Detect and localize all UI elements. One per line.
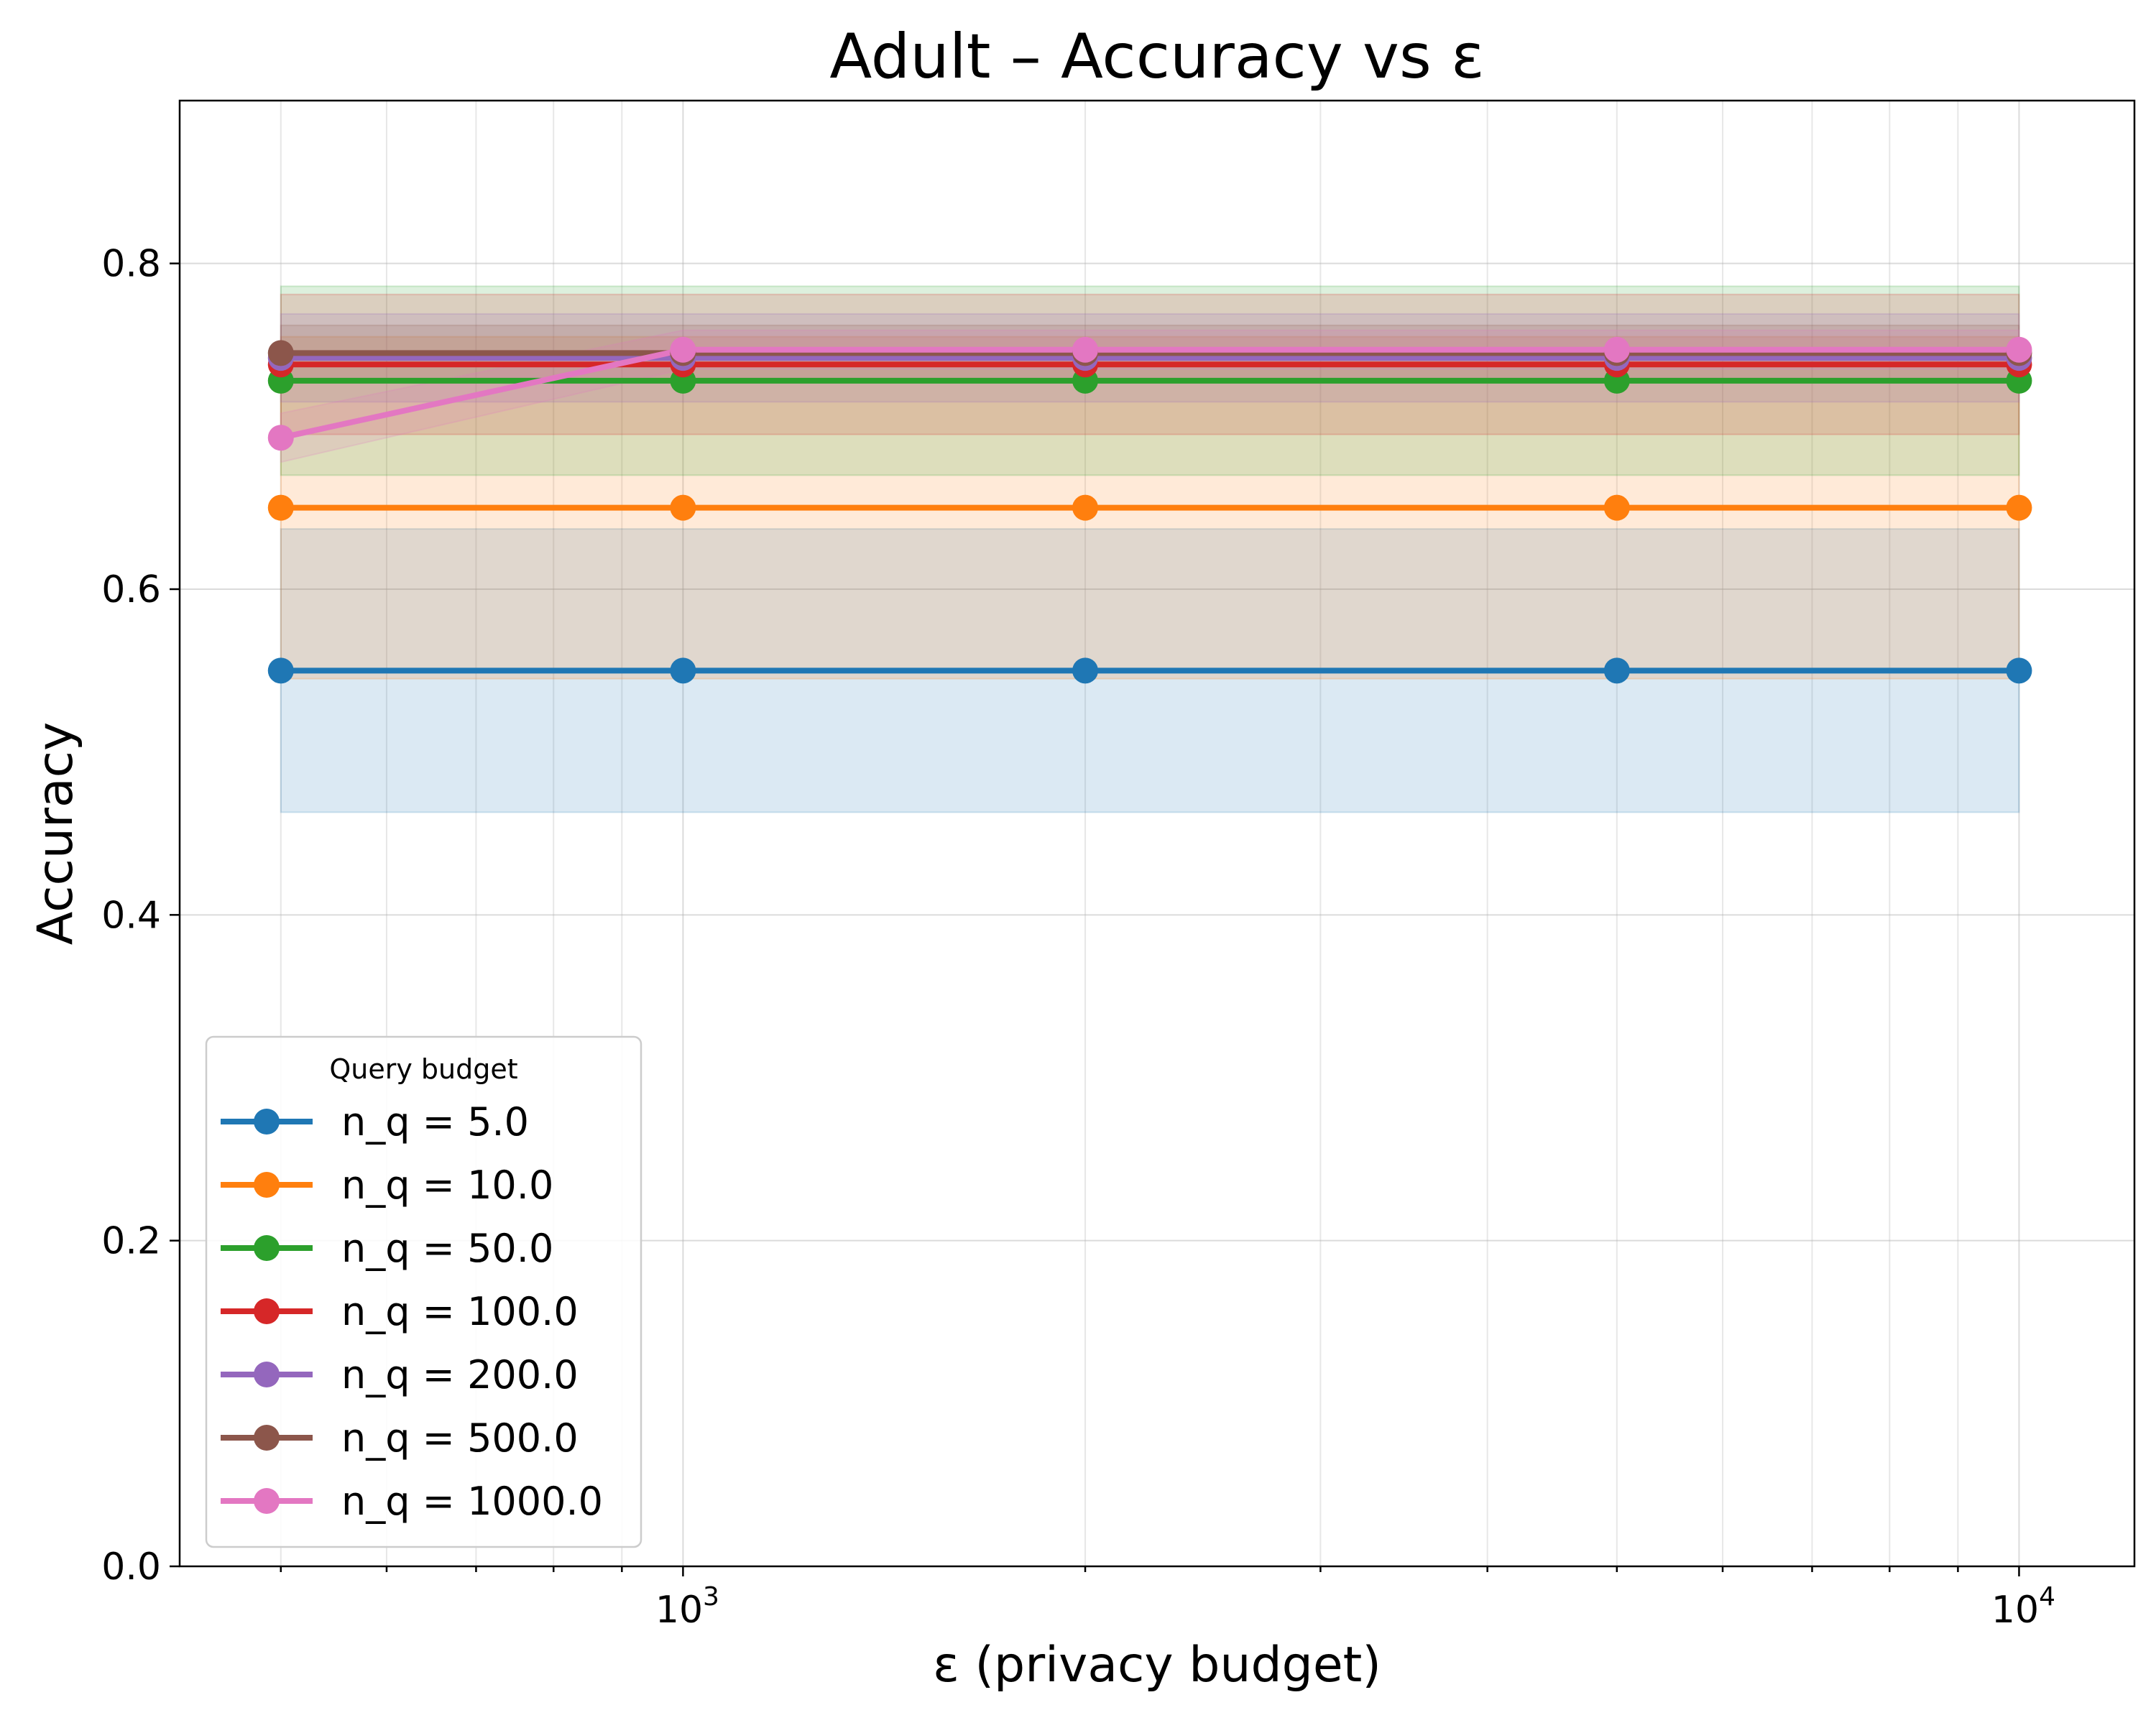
data-point bbox=[1603, 657, 1630, 684]
x-tick-label: 104 bbox=[1991, 1582, 2055, 1632]
x-axis-label: ε (privacy budget) bbox=[933, 1637, 1381, 1694]
y-tick-label: 0.8 bbox=[101, 243, 161, 286]
grid-layer bbox=[180, 101, 2134, 1567]
data-point bbox=[1603, 494, 1630, 521]
data-point bbox=[267, 425, 294, 451]
data-point bbox=[267, 494, 294, 521]
x-tick-label-exponent: 3 bbox=[703, 1582, 719, 1612]
y-tick-label: 0.4 bbox=[101, 894, 161, 937]
series-points bbox=[267, 336, 2032, 684]
legend: Query budget n_q = 5.0 n_q = 10.0 n_q = 50… bbox=[205, 1035, 642, 1548]
legend-swatch-marker bbox=[254, 1298, 280, 1324]
x-tick-label: 103 bbox=[655, 1582, 719, 1632]
data-point bbox=[1072, 336, 1099, 363]
legend-title: Query budget bbox=[329, 1053, 517, 1085]
data-point bbox=[2006, 494, 2032, 521]
legend-swatch-marker bbox=[254, 1109, 280, 1135]
legend-swatch-marker bbox=[254, 1362, 280, 1387]
plot-frame bbox=[178, 99, 2136, 1568]
legend-swatch-marker bbox=[254, 1425, 280, 1451]
data-point bbox=[267, 340, 294, 366]
legend-entry-label: n_q = 1000.0 bbox=[341, 1479, 603, 1524]
legend-swatch-marker bbox=[254, 1235, 280, 1261]
data-point bbox=[1072, 657, 1099, 684]
data-point bbox=[670, 336, 696, 363]
x-tick-label-base: 10 bbox=[655, 1589, 703, 1632]
chart-title: Adult – Accuracy vs ε bbox=[829, 21, 1484, 93]
legend-entry-label: n_q = 50.0 bbox=[341, 1226, 553, 1271]
y-tick-label: 0.2 bbox=[101, 1220, 161, 1263]
data-point bbox=[1072, 494, 1099, 521]
legend-box bbox=[205, 1035, 642, 1548]
legend-entry-label: n_q = 200.0 bbox=[341, 1352, 579, 1397]
legend-entry-label: n_q = 500.0 bbox=[341, 1415, 579, 1461]
legend-entry-label: n_q = 10.0 bbox=[341, 1163, 553, 1208]
y-axis-label: Accuracy bbox=[27, 722, 84, 945]
x-tick-label-base: 10 bbox=[1991, 1589, 2039, 1632]
legend-entry-label: n_q = 5.0 bbox=[341, 1099, 529, 1145]
legend-swatch-marker bbox=[254, 1172, 280, 1198]
data-point bbox=[2006, 336, 2032, 363]
y-tick-label: 0.6 bbox=[101, 568, 161, 611]
legend-entry-label: n_q = 100.0 bbox=[341, 1289, 579, 1334]
legend-items: n_q = 5.0 n_q = 10.0 n_q = 50.0 n_q = 100.0… bbox=[221, 1099, 603, 1524]
data-point bbox=[670, 657, 696, 684]
legend-swatch-marker bbox=[254, 1488, 280, 1514]
data-point bbox=[1603, 336, 1630, 363]
data-point bbox=[267, 657, 294, 684]
y-tick-label: 0.0 bbox=[101, 1546, 161, 1589]
data-point bbox=[2006, 657, 2032, 684]
data-point bbox=[670, 494, 696, 521]
x-tick-label-exponent: 4 bbox=[2039, 1582, 2055, 1612]
